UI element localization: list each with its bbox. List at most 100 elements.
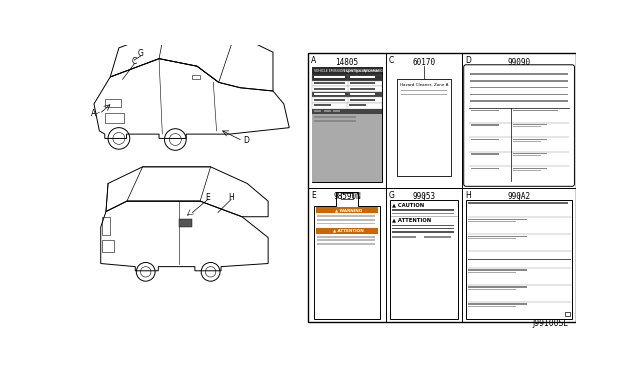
Polygon shape bbox=[314, 192, 380, 319]
Text: G: G bbox=[389, 191, 395, 200]
Bar bbox=[401, 90, 447, 92]
Bar bbox=[468, 202, 568, 203]
Bar bbox=[312, 81, 382, 86]
Bar bbox=[349, 104, 366, 106]
Bar bbox=[392, 225, 454, 226]
Bar bbox=[470, 80, 568, 81]
Bar bbox=[314, 93, 345, 95]
Bar bbox=[470, 87, 568, 88]
Bar bbox=[468, 219, 527, 220]
Bar bbox=[513, 170, 541, 171]
Text: ▲ WARNING: ▲ WARNING bbox=[335, 208, 362, 212]
Bar bbox=[397, 79, 451, 176]
Bar bbox=[351, 88, 375, 90]
Bar bbox=[392, 231, 454, 232]
Text: G: G bbox=[138, 49, 143, 58]
Bar bbox=[314, 104, 331, 106]
Bar bbox=[470, 139, 499, 140]
Text: 99053: 99053 bbox=[412, 192, 436, 202]
Bar bbox=[513, 155, 541, 156]
Bar bbox=[392, 228, 454, 230]
Bar bbox=[351, 99, 375, 100]
Bar bbox=[314, 99, 345, 100]
Text: VEHICLE EMISSION CONTROL INFORMATION: VEHICLE EMISSION CONTROL INFORMATION bbox=[314, 69, 385, 73]
Bar bbox=[312, 103, 382, 109]
Text: ▲ ATTENTION: ▲ ATTENTION bbox=[392, 218, 431, 223]
Bar bbox=[312, 75, 382, 81]
Text: C: C bbox=[132, 57, 137, 66]
Text: H: H bbox=[228, 193, 234, 202]
Bar bbox=[317, 235, 375, 238]
Bar bbox=[392, 236, 416, 238]
Bar bbox=[312, 86, 382, 92]
Bar bbox=[468, 305, 516, 307]
Bar bbox=[314, 116, 356, 118]
Text: E: E bbox=[205, 193, 211, 202]
Bar bbox=[102, 217, 110, 235]
Bar bbox=[105, 113, 124, 124]
Text: 99090: 99090 bbox=[508, 58, 531, 67]
Bar bbox=[317, 222, 375, 224]
Bar bbox=[312, 67, 382, 182]
Text: J99100SE: J99100SE bbox=[532, 319, 568, 328]
Text: A: A bbox=[92, 109, 97, 118]
Bar bbox=[466, 200, 572, 319]
Bar bbox=[392, 209, 454, 211]
Bar bbox=[513, 141, 541, 142]
Bar bbox=[468, 259, 571, 260]
Bar bbox=[392, 212, 454, 214]
Bar bbox=[470, 124, 499, 126]
Bar bbox=[314, 83, 345, 84]
Bar bbox=[470, 153, 499, 155]
Bar bbox=[351, 83, 375, 84]
FancyBboxPatch shape bbox=[464, 65, 575, 186]
Bar bbox=[513, 168, 547, 169]
Bar bbox=[468, 303, 527, 305]
Bar bbox=[468, 221, 516, 222]
Bar bbox=[314, 120, 356, 122]
Bar bbox=[468, 289, 516, 290]
Bar bbox=[312, 109, 382, 114]
Bar bbox=[468, 235, 527, 237]
Text: Engine type/displacement: Engine type/displacement bbox=[344, 69, 380, 73]
Text: 14805: 14805 bbox=[335, 58, 358, 67]
Bar bbox=[470, 73, 568, 75]
Bar bbox=[333, 110, 340, 112]
Bar bbox=[105, 99, 121, 107]
Bar bbox=[390, 200, 458, 319]
Bar bbox=[317, 215, 375, 217]
Bar bbox=[312, 92, 382, 97]
Bar bbox=[468, 272, 516, 273]
Bar bbox=[470, 100, 568, 102]
Bar bbox=[470, 94, 568, 95]
Bar bbox=[324, 110, 331, 112]
Bar bbox=[341, 193, 353, 199]
Text: 98590N: 98590N bbox=[333, 192, 361, 202]
Text: A: A bbox=[311, 56, 317, 65]
Text: Hazard Cleaner- Zone A: Hazard Cleaner- Zone A bbox=[400, 83, 448, 87]
Bar bbox=[513, 126, 541, 127]
Text: ▲ CAUTION: ▲ CAUTION bbox=[392, 202, 424, 208]
Bar bbox=[314, 110, 321, 112]
Bar bbox=[317, 240, 375, 241]
Text: D: D bbox=[465, 56, 471, 65]
Bar bbox=[312, 97, 382, 103]
Bar bbox=[316, 228, 378, 234]
Bar bbox=[351, 93, 375, 95]
Bar bbox=[312, 67, 382, 75]
Bar bbox=[468, 269, 527, 271]
Bar bbox=[179, 219, 192, 227]
Bar bbox=[351, 76, 375, 78]
Bar bbox=[314, 88, 345, 90]
Bar bbox=[102, 240, 115, 252]
Bar bbox=[316, 207, 378, 213]
Bar bbox=[513, 139, 547, 140]
Text: E: E bbox=[311, 191, 316, 200]
Bar bbox=[312, 114, 382, 182]
Text: 990A2: 990A2 bbox=[508, 192, 531, 202]
Bar bbox=[314, 76, 345, 78]
Bar bbox=[308, 53, 576, 323]
Text: C: C bbox=[389, 56, 394, 65]
Bar bbox=[513, 124, 547, 125]
Bar bbox=[317, 219, 375, 221]
